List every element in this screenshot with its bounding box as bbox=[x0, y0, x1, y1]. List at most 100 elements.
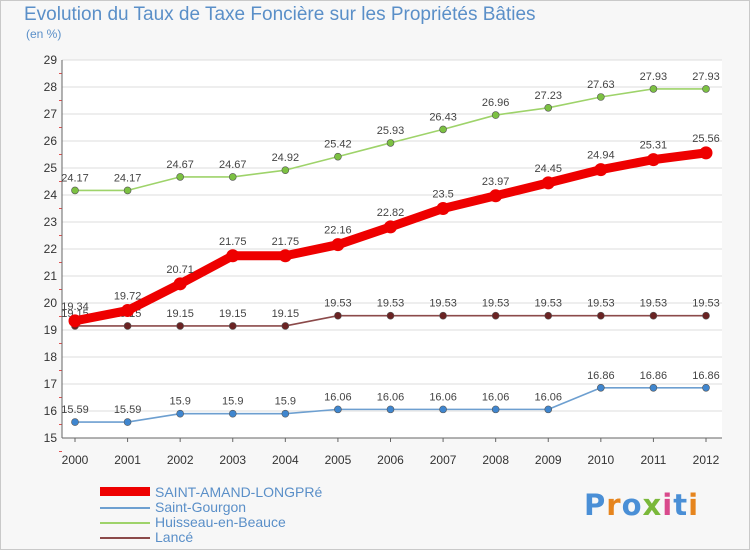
data-point bbox=[544, 103, 553, 112]
data-label: 15.9 bbox=[275, 396, 296, 408]
data-point bbox=[702, 311, 710, 320]
y-tick-label: 16 bbox=[44, 404, 58, 418]
logo-letter: r bbox=[606, 488, 622, 522]
data-point bbox=[646, 153, 660, 167]
y-tick-label: 19 bbox=[44, 323, 58, 337]
data-point bbox=[489, 189, 503, 203]
data-label: 20.71 bbox=[166, 264, 194, 276]
data-point bbox=[541, 176, 555, 190]
data-point bbox=[544, 405, 553, 414]
data-point bbox=[68, 314, 82, 328]
data-label: 24.45 bbox=[534, 163, 562, 175]
data-label: 16.06 bbox=[429, 391, 457, 403]
data-point bbox=[384, 220, 397, 234]
data-point bbox=[281, 322, 290, 330]
y-tick-label: 25 bbox=[44, 161, 58, 175]
data-point bbox=[702, 383, 710, 392]
data-label: 19.53 bbox=[587, 298, 615, 310]
data-label: 19.53 bbox=[640, 298, 668, 310]
data-point bbox=[71, 418, 79, 426]
data-point bbox=[173, 277, 187, 291]
legend-swatch-huisseau bbox=[100, 522, 150, 524]
data-point bbox=[123, 322, 132, 330]
data-point bbox=[226, 249, 240, 263]
legend-swatch-lance bbox=[100, 537, 150, 539]
y-tick-label: 18 bbox=[44, 350, 58, 364]
data-point bbox=[228, 322, 237, 330]
data-label: 27.93 bbox=[640, 71, 668, 83]
data-label: 27.93 bbox=[692, 71, 720, 83]
x-tick-label: 2001 bbox=[114, 453, 141, 467]
data-label: 16.06 bbox=[324, 391, 352, 403]
data-label: 27.23 bbox=[534, 90, 562, 102]
data-label: 19.53 bbox=[429, 298, 457, 310]
data-label: 27.63 bbox=[587, 79, 615, 91]
y-tick-label: 21 bbox=[44, 269, 58, 283]
x-tick-label: 2006 bbox=[377, 453, 404, 467]
data-label: 24.67 bbox=[166, 159, 194, 171]
data-label: 21.75 bbox=[219, 236, 247, 248]
data-label: 16.06 bbox=[482, 391, 510, 403]
data-label: 21.75 bbox=[272, 236, 300, 248]
y-tick-label: 15 bbox=[44, 431, 58, 445]
data-point bbox=[334, 311, 342, 320]
data-label: 15.9 bbox=[169, 396, 190, 408]
data-label: 19.53 bbox=[534, 298, 562, 310]
data-label: 19.15 bbox=[166, 308, 194, 320]
data-point bbox=[176, 409, 184, 418]
data-label: 16.86 bbox=[640, 370, 668, 382]
logo-letter: x bbox=[642, 488, 663, 522]
data-label: 23.97 bbox=[482, 176, 510, 188]
proxiti-logo: Proxiti bbox=[584, 488, 699, 522]
data-label: 24.92 bbox=[272, 152, 300, 164]
data-label: 19.53 bbox=[324, 298, 352, 310]
data-label: 16.06 bbox=[534, 391, 562, 403]
y-tick-label: 24 bbox=[44, 188, 58, 202]
data-label: 19.72 bbox=[114, 291, 142, 303]
data-point bbox=[544, 311, 553, 320]
logo-letter: i bbox=[662, 488, 674, 522]
data-point bbox=[649, 311, 658, 320]
data-point bbox=[386, 139, 395, 147]
x-tick-label: 2008 bbox=[482, 453, 509, 467]
chart-title: Evolution du Taux de Taxe Foncière sur l… bbox=[24, 4, 536, 25]
x-tick-label: 2010 bbox=[587, 453, 614, 467]
data-point bbox=[439, 125, 447, 134]
x-tick-label: 2009 bbox=[535, 453, 562, 467]
data-point bbox=[702, 85, 710, 93]
data-label: 24.17 bbox=[61, 172, 89, 184]
data-point bbox=[699, 146, 713, 160]
legend-label-lance: Lancé bbox=[155, 529, 194, 545]
legend-swatch-saint-gourgon bbox=[100, 507, 150, 509]
y-tick-label: 27 bbox=[44, 107, 58, 121]
data-label: 19.15 bbox=[272, 308, 300, 320]
data-label: 19.53 bbox=[692, 298, 720, 310]
data-label: 26.43 bbox=[429, 111, 457, 123]
y-tick-label: 17 bbox=[44, 377, 58, 391]
data-label: 25.56 bbox=[692, 133, 720, 145]
data-label: 22.82 bbox=[377, 207, 405, 219]
data-point bbox=[386, 405, 395, 414]
data-point bbox=[597, 311, 605, 320]
data-label: 16.06 bbox=[377, 391, 405, 403]
logo-letter: P bbox=[584, 488, 607, 522]
data-label: 24.17 bbox=[114, 172, 142, 184]
data-label: 19.34 bbox=[61, 301, 89, 313]
y-tick-label: 23 bbox=[44, 215, 58, 229]
data-point bbox=[491, 311, 500, 320]
x-tick-label: 2003 bbox=[219, 453, 246, 467]
legend-swatch-saint-amand bbox=[100, 487, 150, 496]
data-point bbox=[123, 186, 132, 195]
logo-letter: o bbox=[621, 488, 643, 522]
x-tick-label: 2004 bbox=[272, 453, 299, 467]
y-tick-label: 26 bbox=[44, 134, 58, 148]
data-point bbox=[649, 383, 658, 392]
data-label: 15.59 bbox=[61, 404, 89, 416]
data-point bbox=[278, 249, 292, 263]
data-label: 24.94 bbox=[587, 150, 615, 162]
y-tick-label: 29 bbox=[44, 53, 58, 67]
data-point bbox=[334, 405, 342, 414]
data-point bbox=[281, 409, 290, 418]
legend-label-saint-gourgon: Saint-Gourgon bbox=[155, 499, 247, 515]
data-point bbox=[228, 409, 237, 418]
